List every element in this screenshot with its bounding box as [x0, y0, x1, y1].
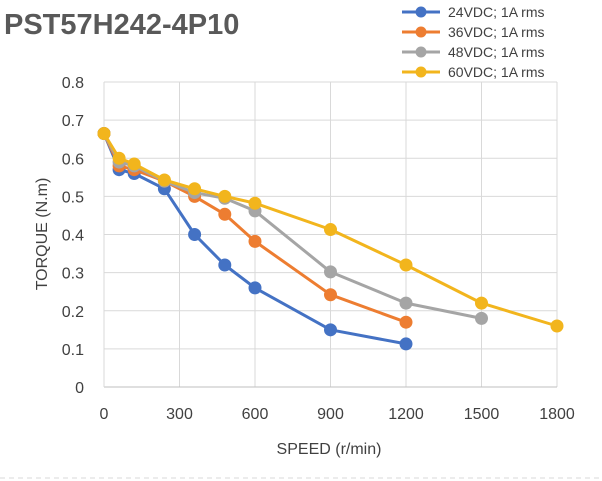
- y-tick-label: 0.6: [62, 151, 84, 168]
- legend-entry: 24VDC; 1A rms: [402, 4, 544, 20]
- x-tick-label: 1800: [539, 406, 575, 423]
- x-tick-label: 600: [242, 406, 269, 423]
- data-point: [248, 281, 262, 295]
- legend-swatch-marker: [415, 26, 427, 38]
- x-tick-label: 0: [100, 406, 109, 423]
- y-tick-label: 0.2: [62, 304, 84, 321]
- data-point: [550, 319, 564, 333]
- legend-entry: 48VDC; 1A rms: [402, 44, 544, 60]
- data-point: [324, 323, 337, 337]
- data-point: [248, 196, 262, 210]
- data-point: [399, 315, 413, 329]
- y-tick-label: 0.3: [62, 266, 84, 283]
- data-point: [324, 265, 337, 279]
- chart-title: PST57H242-4P10: [4, 9, 239, 41]
- data-point: [188, 182, 202, 196]
- data-point: [399, 296, 413, 310]
- tick-labels: 0 0.1 0.2 0.3 0.4 0.5 0.6 0.7 0.8 0 300 600 900 1200 1…: [62, 75, 575, 423]
- y-tick-label: 0: [75, 380, 84, 397]
- y-tick-label: 0.7: [62, 113, 84, 130]
- data-point: [188, 228, 202, 241]
- y-tick-label: 0.1: [62, 342, 84, 359]
- data-point: [218, 258, 232, 272]
- legend-label: 36VDC; 1A rms: [448, 24, 544, 40]
- data-point: [112, 151, 126, 165]
- x-axis-title: SPEED (r/min): [277, 441, 382, 458]
- data-point: [97, 126, 111, 140]
- y-tick-label: 0.8: [62, 75, 84, 92]
- series-lines: [97, 126, 564, 351]
- data-point: [127, 157, 141, 171]
- legend-label: 60VDC; 1A rms: [448, 64, 544, 80]
- data-point: [248, 234, 262, 248]
- y-tick-label: 0.4: [62, 228, 84, 245]
- data-point: [399, 337, 413, 351]
- x-tick-label: 1200: [388, 406, 424, 423]
- legend: 24VDC; 1A rms 36VDC; 1A rms 48VDC; 1A rms 6…: [402, 4, 544, 80]
- data-point: [218, 189, 232, 203]
- y-axis-title: TORQUE (N.m): [34, 178, 51, 291]
- x-tick-label: 1500: [464, 406, 500, 423]
- legend-swatch-marker: [415, 46, 427, 58]
- legend-swatch-marker: [415, 6, 427, 18]
- legend-label: 24VDC; 1A rms: [448, 4, 544, 20]
- data-point: [399, 258, 413, 272]
- data-point: [218, 207, 232, 221]
- legend-swatch-marker: [415, 66, 427, 78]
- legend-entry: 60VDC; 1A rms: [402, 64, 544, 80]
- legend-entry: 36VDC; 1A rms: [402, 24, 544, 40]
- legend-label: 48VDC; 1A rms: [448, 44, 544, 60]
- data-point: [157, 173, 171, 187]
- data-point: [324, 288, 337, 302]
- y-tick-label: 0.5: [62, 189, 84, 206]
- data-point: [475, 311, 488, 325]
- data-point: [324, 223, 337, 237]
- x-tick-label: 300: [166, 406, 193, 423]
- data-point: [475, 296, 488, 310]
- x-tick-label: 900: [317, 406, 344, 423]
- series-line: [102, 132, 483, 320]
- series-4: [97, 126, 564, 333]
